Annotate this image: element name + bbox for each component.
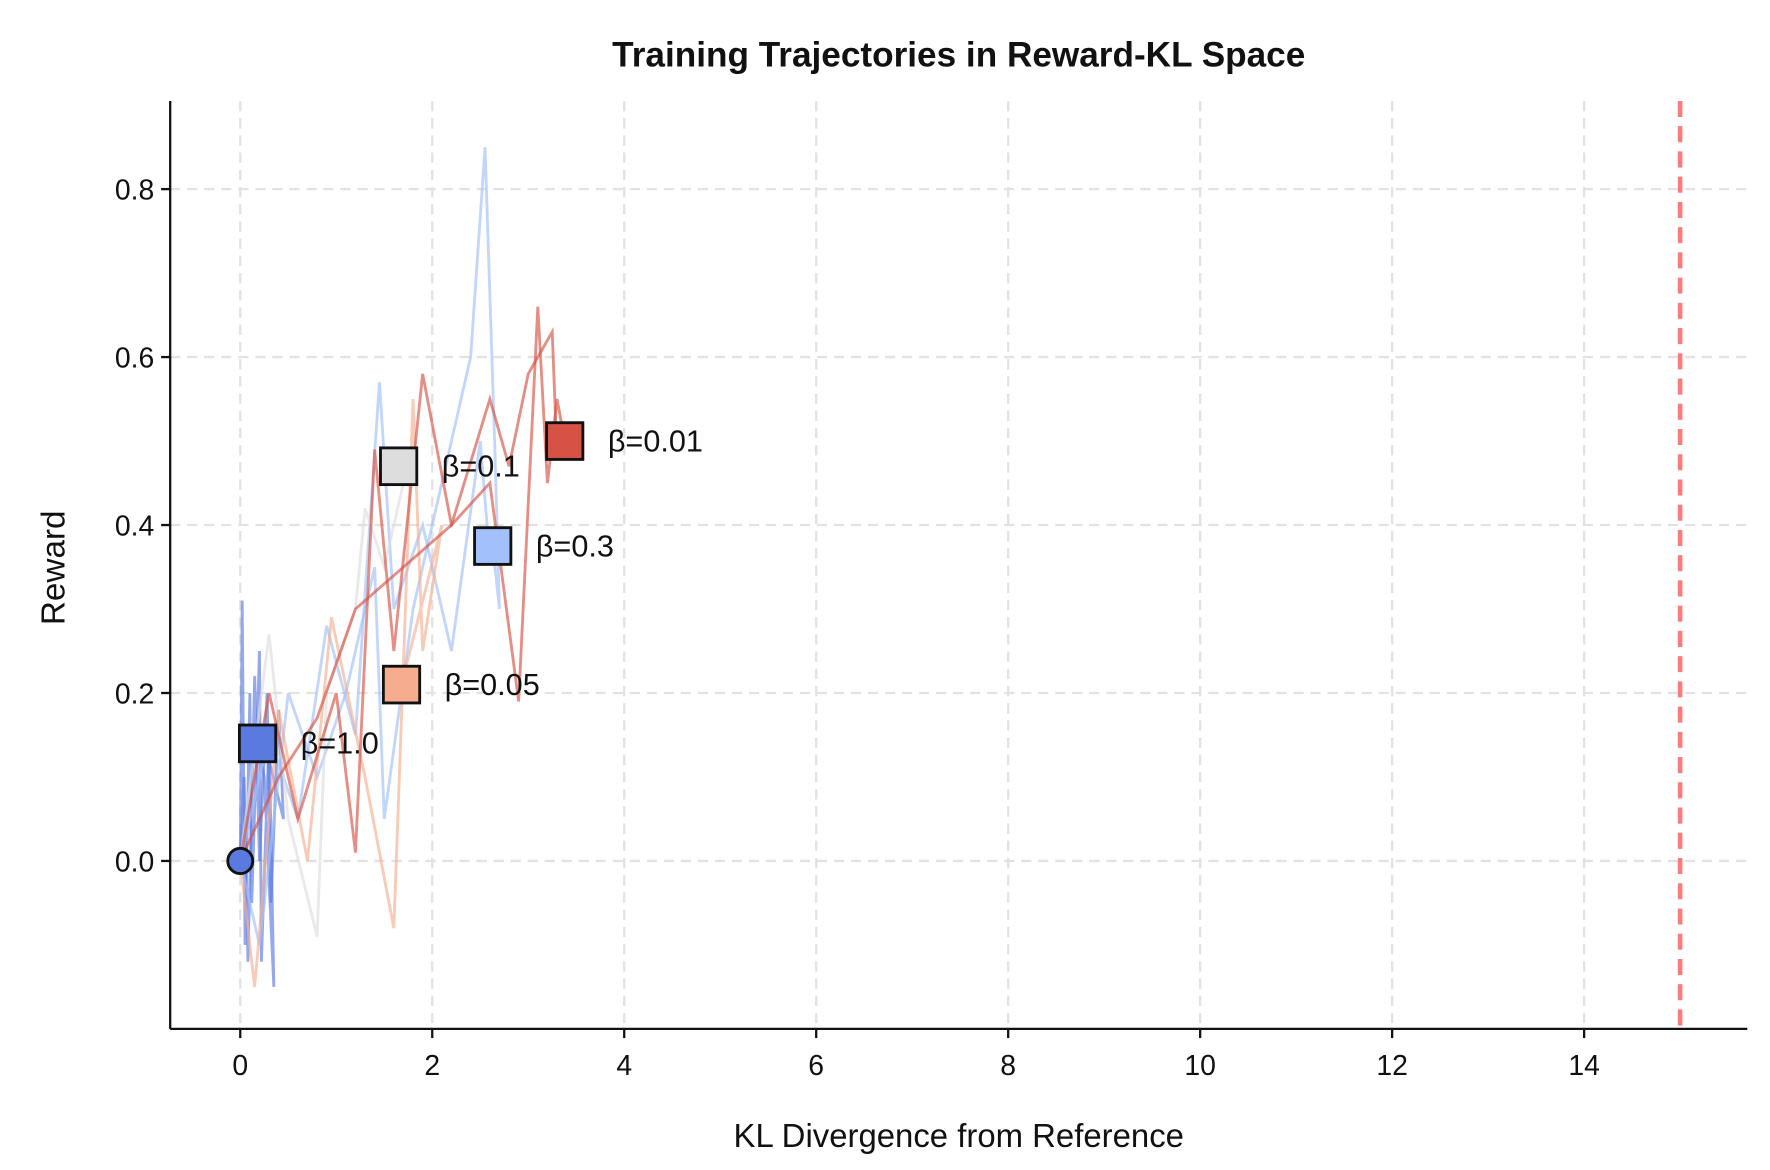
start-point [226, 846, 255, 876]
final-point-marker [237, 723, 278, 764]
series-label: β=0.3 [536, 528, 614, 563]
x-tick-label: 6 [808, 1050, 824, 1082]
trajectories [238, 100, 1683, 1029]
trajectory-line [238, 306, 567, 862]
final-point-marker [545, 421, 585, 461]
final-point-marker [473, 526, 513, 566]
y-tick-label: 0.6 [115, 342, 154, 374]
series-label: β=1.0 [301, 726, 379, 761]
axes: 0 2 4 6 8 10 12 14 0.0 0.2 0.4 0.6 0.8 [115, 100, 1748, 1082]
final-point-marker [379, 446, 419, 487]
y-axis-label: Reward [36, 510, 73, 625]
x-axis-label: KL Divergence from Reference [734, 1118, 1184, 1155]
trajectory-line [238, 382, 492, 862]
x-tick-label: 4 [616, 1050, 632, 1082]
x-tick-label: 2 [424, 1050, 440, 1082]
trajectory-line [238, 326, 559, 862]
series-label: β=0.05 [445, 667, 540, 702]
series-label: β=0.01 [608, 423, 703, 458]
x-tick-label: 12 [1376, 1050, 1408, 1082]
trajectory-line [238, 147, 501, 946]
y-tick-label: 0.2 [115, 678, 154, 710]
x-tick-label: 0 [232, 1050, 248, 1082]
y-tick-label: 0.8 [115, 174, 154, 206]
markers: β=1.0 β=0.3 β=0.1 β=0.05 β=0.01 [226, 421, 703, 876]
final-point-marker [381, 664, 422, 705]
x-tick-label: 10 [1184, 1050, 1216, 1082]
chart-title: Training Trajectories in Reward-KL Space [612, 35, 1305, 74]
trajectory-line [238, 676, 285, 962]
series-label: β=0.1 [442, 448, 520, 483]
trajectory-line [238, 399, 444, 988]
y-tick-label: 0.0 [115, 846, 154, 878]
x-tick-label: 14 [1568, 1050, 1600, 1082]
x-tick-label: 8 [1000, 1050, 1016, 1082]
y-tick-label: 0.4 [115, 510, 155, 542]
